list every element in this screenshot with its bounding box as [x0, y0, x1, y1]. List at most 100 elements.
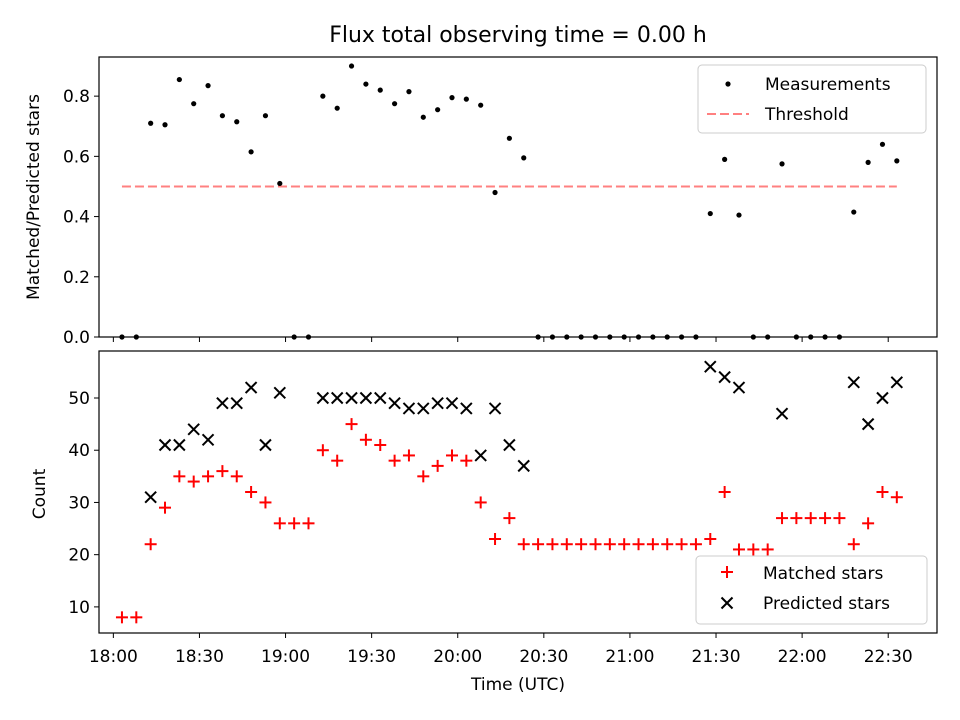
matched-star-point: [661, 538, 674, 551]
x-stroke: [330, 391, 344, 405]
predicted-star-point: [330, 391, 344, 405]
x-stroke: [718, 370, 731, 384]
predicted-star-point: [718, 370, 731, 384]
matched-star-point: [331, 454, 344, 467]
measurement-point: [822, 334, 828, 340]
x-stroke: [775, 407, 789, 420]
measurement-point: [736, 212, 742, 218]
measurement-point: [478, 102, 484, 108]
matched-star-point: [245, 486, 258, 498]
x-stroke: [720, 596, 734, 610]
matched-star-point: [316, 444, 329, 457]
count-y-tick-label: 30: [68, 493, 90, 513]
measurement-point: [391, 101, 398, 107]
x-stroke: [374, 391, 387, 405]
ratio-y-axis-label: Matched/Predicted stars: [24, 94, 44, 300]
predicted-star-point: [503, 438, 516, 452]
count-legend-box: [695, 555, 928, 625]
x-stroke: [388, 397, 401, 410]
measurement-point: [750, 334, 756, 340]
count-y-tick-label: 10: [68, 598, 90, 618]
matched-star-point: [833, 512, 846, 525]
matched-star-point: [689, 538, 702, 551]
x-stroke: [861, 417, 875, 431]
measurement-point: [248, 149, 254, 155]
measurement-point: [549, 334, 556, 340]
measurement-point: [205, 83, 211, 89]
matched-star-point: [503, 512, 516, 525]
measurements-series: [119, 63, 900, 340]
count-x-tick-label: 18:00: [89, 647, 138, 667]
measurement-point: [148, 120, 154, 126]
predicted-star-point: [460, 402, 473, 415]
count-y-tick-label: 50: [68, 389, 90, 409]
x-stroke: [517, 459, 530, 473]
x-stroke: [259, 438, 272, 452]
ratio-y-axis: 0.0 0.2 0.4 0.6 0.8: [63, 87, 99, 348]
count-x-axis: 18:00 18:30 19:00 19:30 20:00 20:30 21:00 21:30…: [89, 633, 913, 667]
x-stroke: [503, 438, 516, 452]
predicted-star-point: [230, 397, 243, 410]
predicted-star-point: [445, 397, 459, 410]
ratio-legend-box: [697, 64, 927, 134]
measurement-point: [808, 334, 814, 340]
matched-star-point: [374, 439, 387, 451]
x-stroke: [144, 491, 157, 504]
predicted-star-point: [216, 397, 229, 410]
matched-star-point: [847, 538, 860, 551]
count-y-axis: 10 20 30 40 50: [68, 389, 99, 618]
measurement-point: [865, 159, 871, 165]
predicted-star-point: [431, 397, 444, 410]
measurement-point: [851, 209, 857, 215]
matched-star-point: [747, 543, 760, 556]
matched-star-point: [876, 486, 889, 498]
measurement-point: [320, 93, 326, 99]
predicted-star-point: [847, 376, 860, 389]
ratio-panel: 0.00.20.40.60.8 Matched/Predicted stars …: [24, 56, 938, 348]
matched-star-point: [790, 512, 803, 525]
count-x-tick-label: 22:30: [864, 647, 913, 667]
measurement-point: [664, 334, 670, 340]
x-stroke: [417, 402, 430, 415]
predicted-star-point: [775, 407, 789, 420]
matched-star-point: [288, 517, 301, 530]
measurement-point: [635, 334, 642, 340]
matched-star-point: [445, 449, 458, 462]
matched-star-point: [230, 470, 243, 483]
predicted-star-point: [144, 491, 157, 504]
count-y-tick-label: 20: [68, 546, 90, 566]
x-stroke: [445, 397, 459, 410]
measurement-point: [492, 189, 498, 196]
measurement-point: [693, 334, 699, 340]
matched-star-point: [388, 454, 401, 467]
measurement-point: [678, 334, 685, 340]
count-y-axis-label: Count: [30, 468, 50, 519]
matched-star-point: [517, 538, 530, 551]
ratio-y-tick-label: 0.0: [63, 328, 90, 348]
measurement-point: [879, 141, 886, 147]
matched-star-point: [187, 475, 200, 488]
matched-star-point: [646, 538, 659, 551]
predicted-star-point: [187, 423, 200, 436]
count-x-tick-label: 18:30: [175, 647, 224, 667]
matched-star-point: [173, 470, 186, 483]
measurement-point: [765, 334, 771, 340]
x-stroke: [173, 438, 186, 452]
matched-star-point: [761, 543, 774, 556]
matched-star-point: [402, 449, 415, 462]
matched-star-point: [819, 512, 832, 525]
x-stroke: [876, 391, 889, 405]
x-stroke: [187, 423, 200, 436]
legend-predicted-label: Predicted stars: [763, 594, 890, 614]
measurement-point: [334, 105, 340, 111]
measurement-point: [348, 63, 355, 69]
count-series: [115, 360, 904, 624]
matched-star-point: [259, 496, 272, 509]
predicted-star-point: [402, 402, 416, 415]
matched-star-point: [560, 538, 573, 551]
predicted-star-point: [388, 397, 401, 410]
matched-star-point: [862, 517, 875, 530]
measurement-point: [506, 135, 512, 141]
predicted-star-point: [374, 391, 387, 405]
chart-title: Flux total observing time = 0.00 h: [329, 23, 707, 48]
